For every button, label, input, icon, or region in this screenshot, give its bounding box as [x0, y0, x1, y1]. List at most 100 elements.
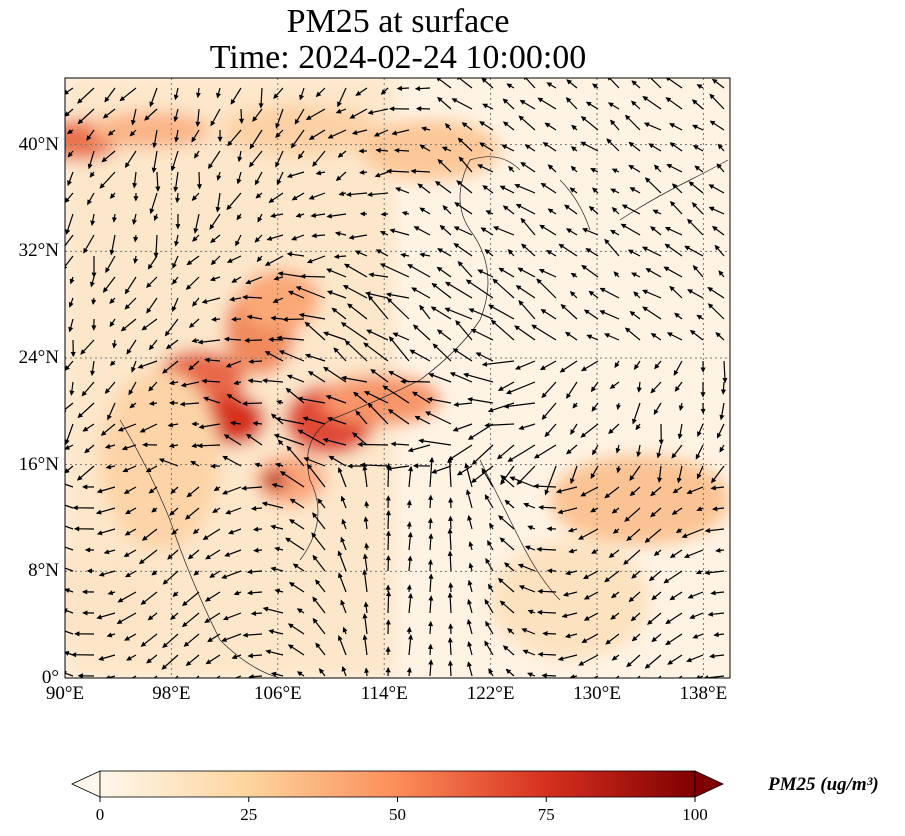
wind-arrow [308, 192, 326, 200]
wind-arrow [541, 381, 557, 399]
wind-arrow [250, 505, 263, 511]
wind-arrow [620, 223, 641, 236]
wind-arrow [373, 129, 389, 137]
y-tick-label: 32°N [18, 240, 59, 262]
wind-arrow [362, 465, 368, 488]
wind-arrow [193, 570, 200, 576]
wind-arrow [520, 162, 536, 173]
wind-arrow [109, 234, 116, 256]
wind-arrow [387, 409, 410, 425]
wind-arrow [479, 142, 494, 152]
wind-arrow [557, 507, 578, 515]
wind-arrow [488, 668, 494, 677]
wind-arrow [580, 423, 599, 438]
wind-arrow [695, 569, 704, 575]
wind-arrow [195, 108, 201, 128]
x-tick-label: 106°E [253, 683, 302, 704]
wind-arrow [193, 213, 200, 234]
wind-arrow [406, 667, 412, 677]
wind-arrow [542, 142, 557, 152]
wind-arrow [379, 231, 389, 236]
wind-arrow [125, 507, 137, 515]
wind-arrow [337, 550, 347, 572]
wind-arrow [96, 528, 116, 536]
wind-arrow [547, 208, 557, 215]
wind-arrow [129, 402, 137, 409]
wind-arrow [696, 84, 704, 90]
wind-arrow [225, 360, 242, 368]
wind-arrow [650, 507, 662, 518]
wind-arrow [681, 528, 704, 538]
wind-arrow [406, 584, 412, 593]
wind-arrow [209, 570, 221, 578]
wind-arrow [70, 339, 76, 358]
wind-arrow [466, 661, 473, 677]
wind-arrow [585, 101, 599, 110]
wind-arrow [447, 550, 453, 572]
wind-arrow [566, 444, 578, 455]
wind-arrow [264, 255, 284, 266]
wind-arrow [148, 486, 158, 494]
wind-arrow [364, 542, 370, 551]
wind-arrow [641, 246, 662, 257]
wind-arrow [704, 570, 725, 576]
wind-arrow [213, 486, 221, 491]
wind-arrow [262, 378, 284, 384]
wind-arrow [128, 381, 137, 396]
wind-arrow [585, 248, 599, 257]
wind-arrow [592, 444, 599, 456]
colorbar-gradient [99, 770, 696, 798]
wind-arrow [456, 180, 473, 194]
wind-arrow [307, 463, 326, 488]
wind-arrow [86, 568, 95, 574]
wind-arrow [588, 290, 599, 299]
wind-arrow [152, 129, 158, 149]
wind-arrow [707, 303, 725, 320]
wind-arrow [419, 207, 431, 215]
wind-arrow [275, 416, 305, 425]
wind-arrow [192, 297, 200, 307]
wind-arrow [65, 588, 74, 594]
wind-arrow [87, 192, 95, 206]
wind-arrow [648, 143, 662, 152]
wind-arrow [358, 148, 368, 154]
wind-arrow [689, 612, 704, 619]
wind-arrow [611, 654, 620, 661]
wind-arrow [455, 320, 473, 341]
wind-arrow [116, 612, 137, 624]
wind-arrow [297, 150, 305, 160]
wind-arrow [191, 192, 200, 201]
wind-arrow [696, 506, 704, 512]
wind-arrow [65, 108, 74, 117]
wind-arrow [626, 654, 641, 668]
wind-arrow [546, 568, 557, 574]
x-tick-label: 114°E [360, 683, 408, 704]
wind-arrow [518, 585, 536, 593]
wind-arrow [614, 360, 620, 369]
wind-arrow [437, 159, 452, 173]
wind-arrow [146, 297, 158, 314]
wind-arrow [527, 609, 536, 615]
wind-arrow [210, 463, 221, 469]
wind-arrow [671, 507, 683, 515]
wind-arrow [91, 318, 97, 331]
wind-arrow [522, 649, 536, 656]
wind-arrow [502, 121, 515, 131]
wind-arrow [315, 87, 326, 98]
wind-arrow [315, 642, 326, 656]
wind-arrow [499, 537, 515, 551]
wind-arrow [632, 402, 641, 425]
wind-arrow [237, 150, 243, 163]
wind-arrow [451, 98, 473, 110]
wind-arrow [315, 170, 326, 176]
x-tick-label: 130°E [573, 683, 621, 704]
wind-arrow [270, 566, 284, 572]
wind-arrow [165, 339, 179, 350]
wind-arrow [98, 570, 116, 577]
wind-arrow [428, 659, 434, 677]
wind-arrow [687, 591, 704, 599]
wind-arrow [581, 360, 599, 372]
wind-arrow [408, 634, 414, 656]
wind-arrow [484, 494, 494, 509]
